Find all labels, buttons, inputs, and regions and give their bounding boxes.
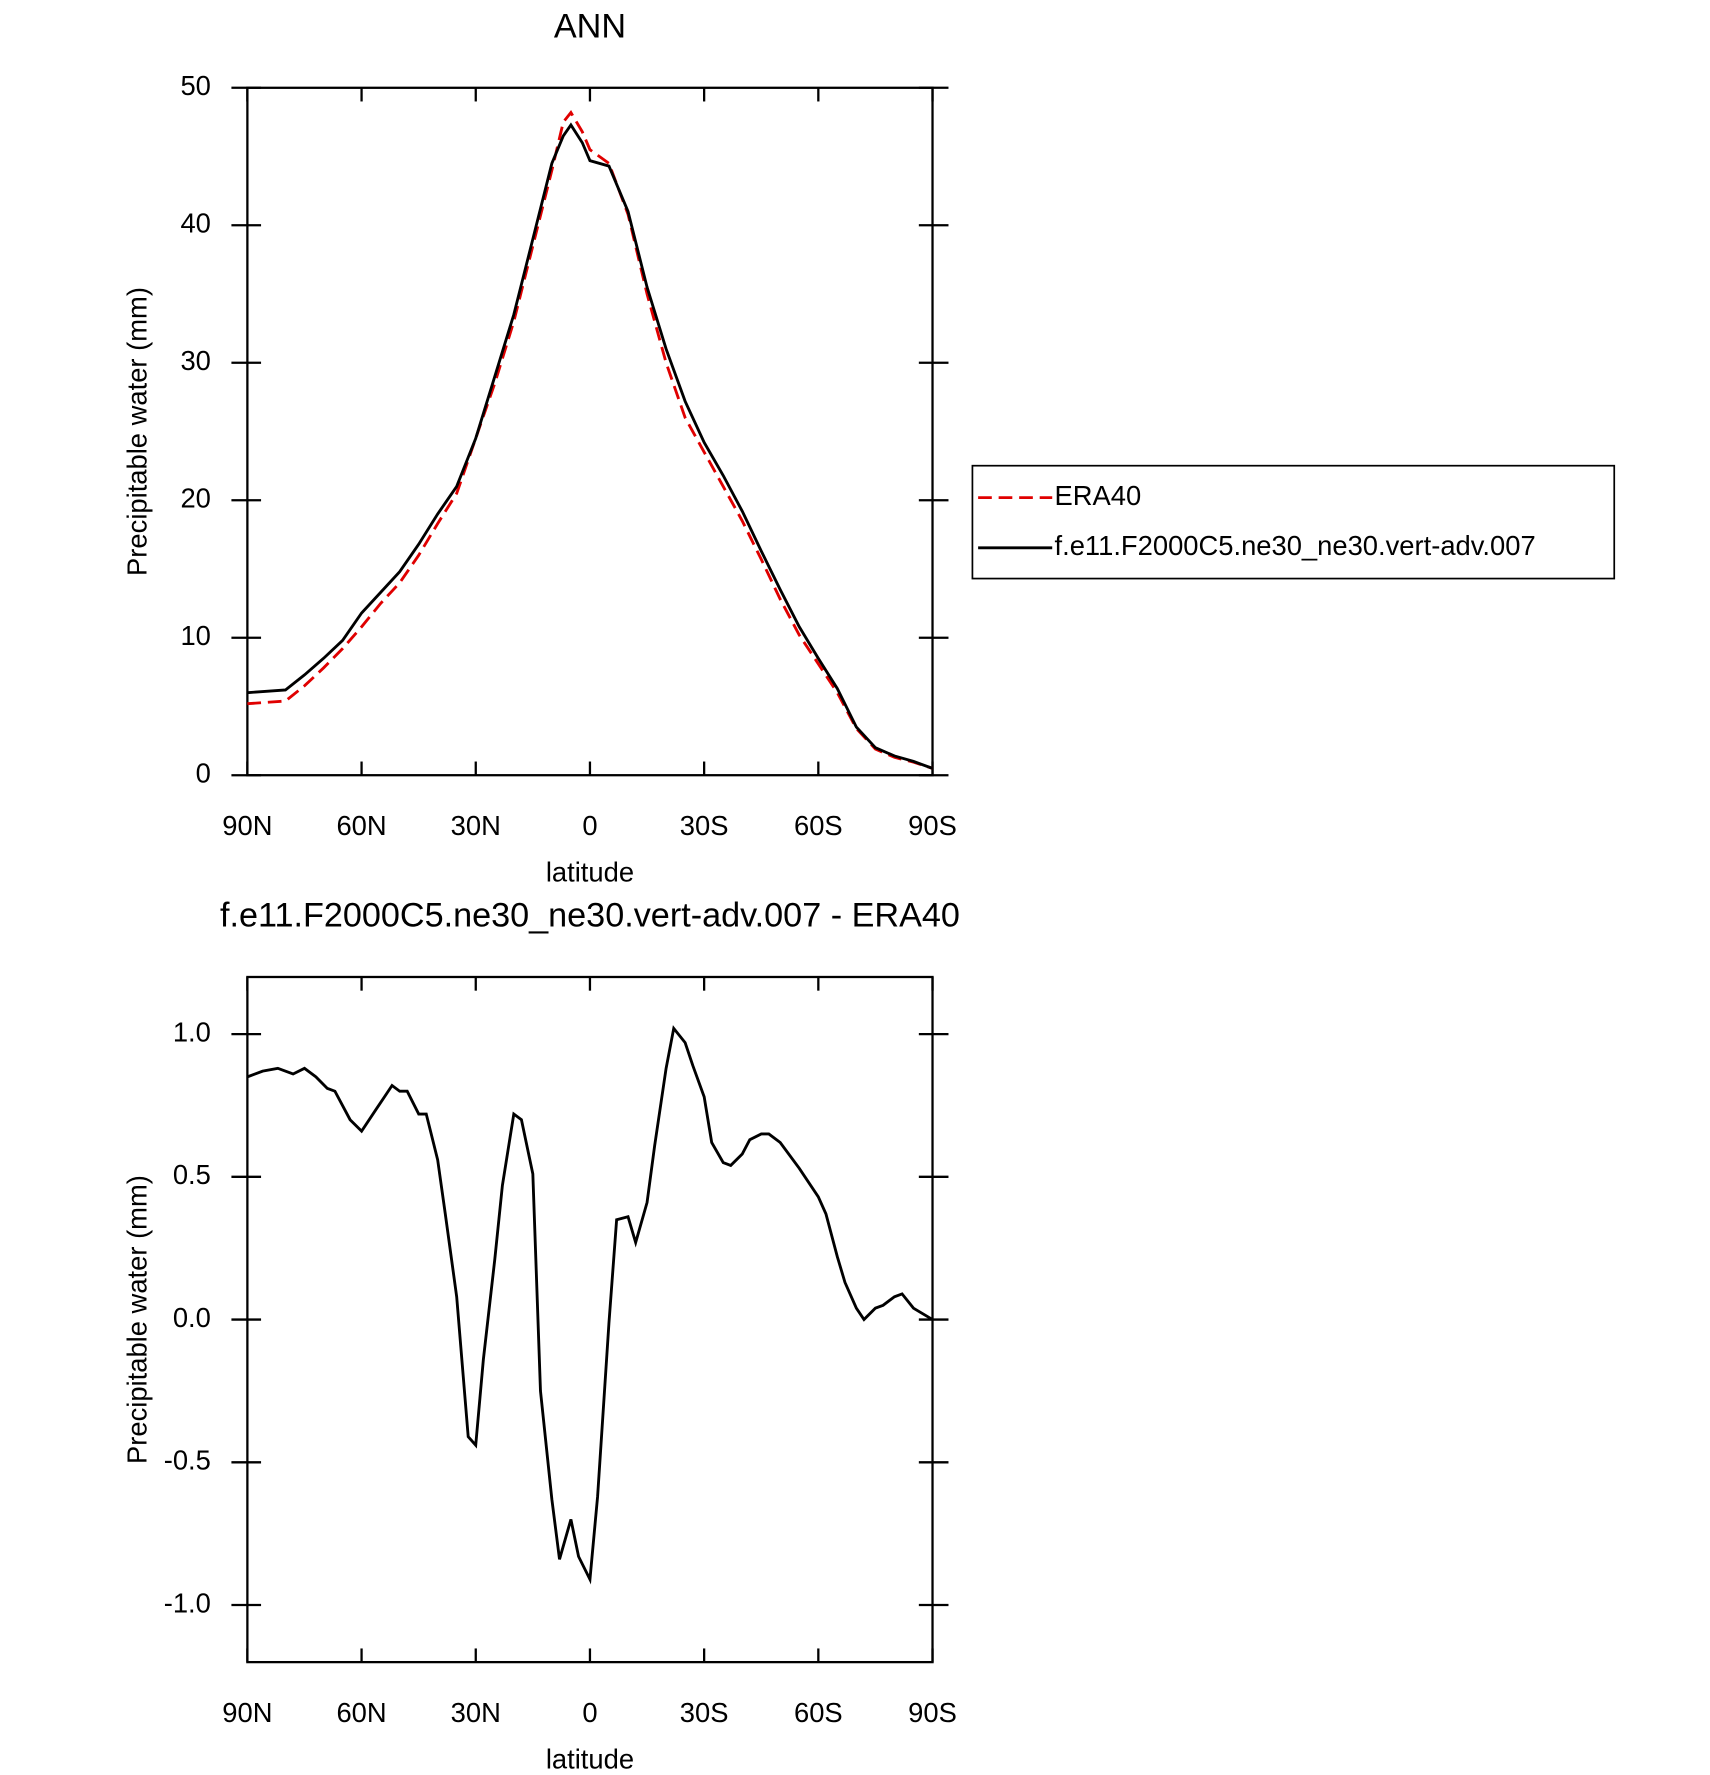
x-axis-label: latitude — [546, 1744, 634, 1775]
x-tick-label: 60S — [794, 810, 843, 841]
legend-box — [971, 464, 1616, 580]
x-tick-label: 60N — [336, 1697, 386, 1728]
x-axis-label: latitude — [546, 857, 634, 888]
data-line — [247, 110, 933, 770]
x-tick-label: 60N — [336, 810, 386, 841]
x-tick-label: 90N — [222, 810, 272, 841]
y-tick-label: 0.0 — [173, 1302, 211, 1333]
y-tick-label: 0.5 — [173, 1159, 211, 1190]
legend-label: ERA40 — [1055, 480, 1142, 511]
x-tick-label: 90S — [908, 1697, 957, 1728]
x-tick-label: 90S — [908, 810, 957, 841]
legend-label: f.e11.F2000C5.ne30_ne30.vert-adv.007 — [1055, 530, 1536, 561]
x-tick-label: 30N — [451, 1697, 501, 1728]
y-tick-label: 30 — [180, 345, 210, 376]
x-tick-label: 60S — [794, 1697, 843, 1728]
y-tick-label: -1.0 — [164, 1587, 211, 1618]
y-tick-label: 10 — [180, 620, 210, 651]
data-line — [247, 122, 934, 770]
chart-title: f.e11.F2000C5.ne30_ne30.vert-adv.007 - E… — [220, 897, 960, 935]
x-tick-label: 0 — [582, 810, 597, 841]
x-tick-label: 0 — [582, 1697, 597, 1728]
chart-title: ANN — [554, 8, 626, 46]
y-axis-label: Precipitable water (mm) — [121, 1175, 152, 1464]
plot-frame — [246, 86, 934, 777]
y-axis-label: Precipitable water (mm) — [121, 287, 152, 576]
x-tick-label: 30N — [451, 810, 501, 841]
y-tick-label: 1.0 — [173, 1016, 211, 1047]
x-tick-label: 30S — [680, 810, 729, 841]
y-tick-label: 40 — [180, 208, 210, 239]
y-tick-label: -0.5 — [164, 1445, 211, 1476]
plot-frame — [246, 975, 934, 1664]
y-tick-label: 50 — [180, 70, 210, 101]
data-line — [246, 1025, 934, 1585]
x-tick-label: 90N — [222, 1697, 272, 1728]
x-tick-label: 30S — [680, 1697, 729, 1728]
y-tick-label: 20 — [180, 482, 210, 513]
y-tick-label: 0 — [196, 757, 211, 788]
